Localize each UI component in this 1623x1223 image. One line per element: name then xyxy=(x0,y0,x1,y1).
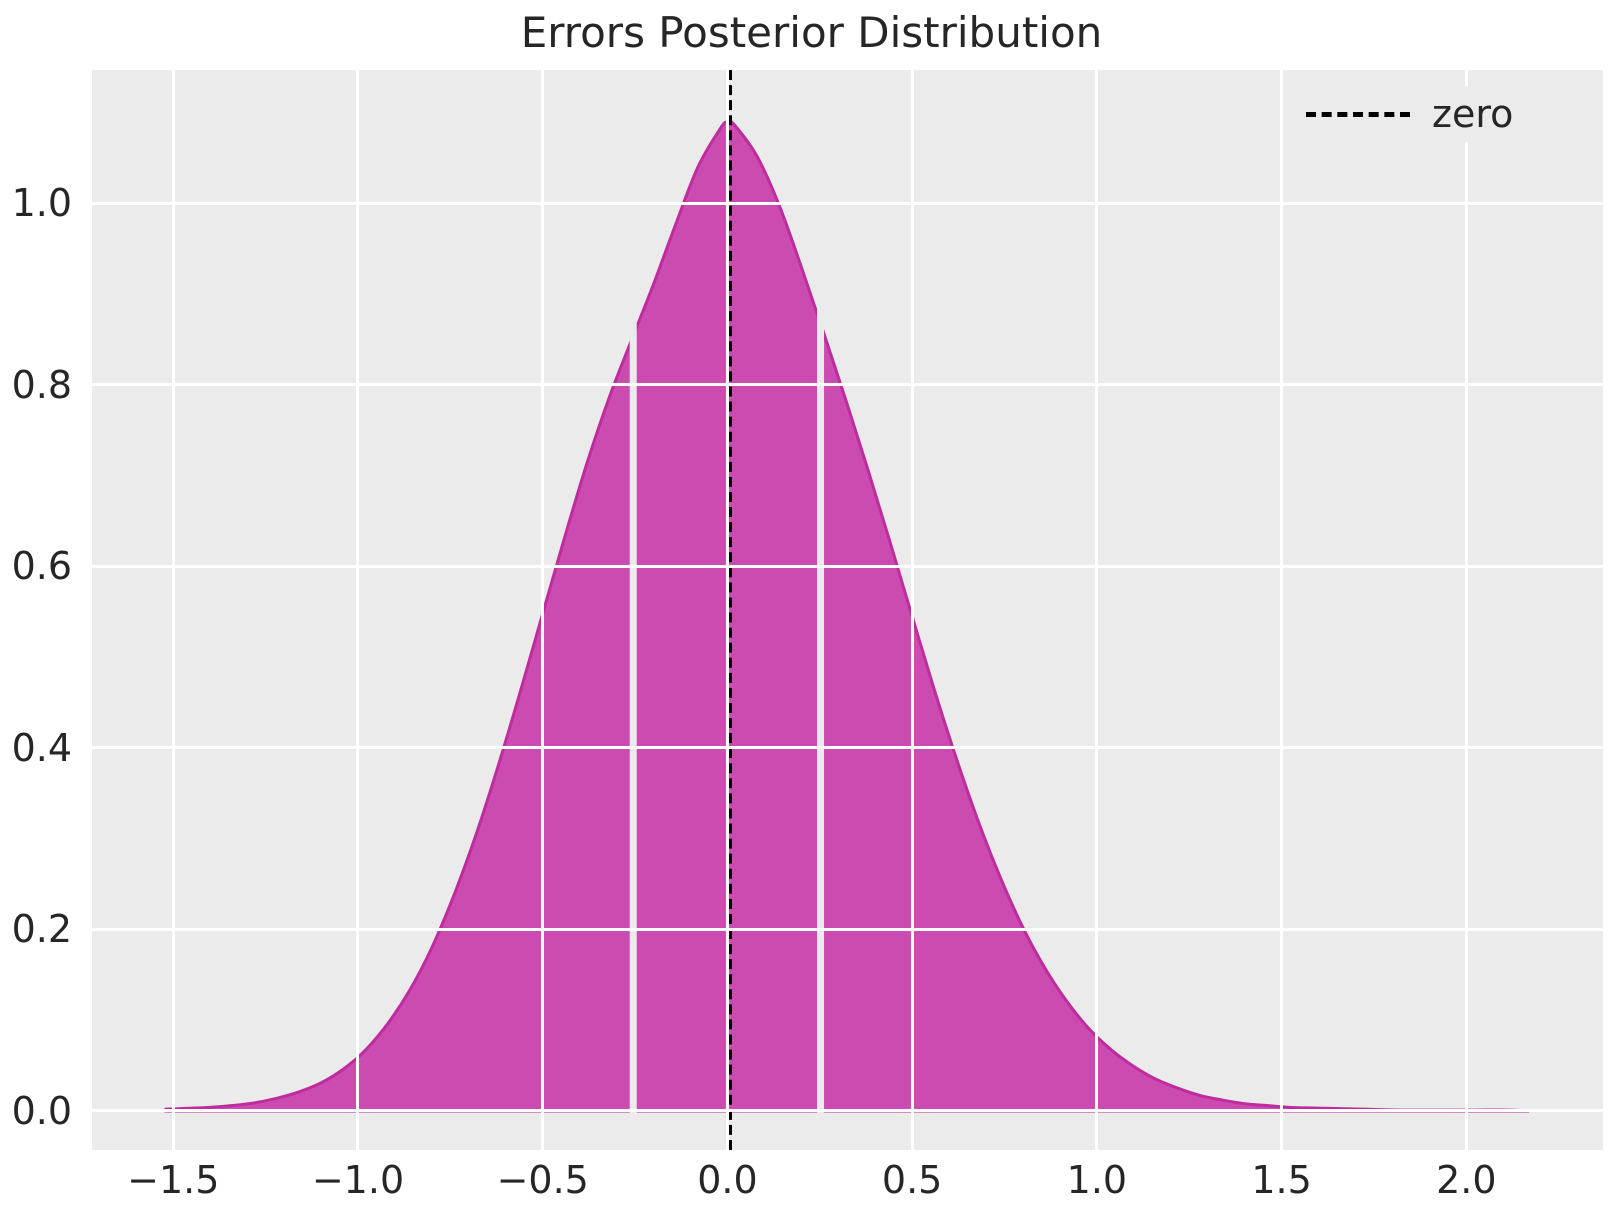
gridline-vertical xyxy=(910,70,914,1150)
gridline-vertical xyxy=(1095,70,1099,1150)
x-tick-label: 0.0 xyxy=(697,1158,758,1202)
y-tick-label: 0.4 xyxy=(11,725,72,770)
zero-reference-line xyxy=(727,70,733,1150)
gridline-horizontal xyxy=(92,383,1603,387)
x-tick-label: 1.5 xyxy=(1251,1158,1312,1202)
x-tick-label: −1.5 xyxy=(127,1158,220,1202)
chart-title: Errors Posterior Distribution xyxy=(520,8,1103,57)
gridline-vertical xyxy=(356,70,360,1150)
y-tick-label: 0.0 xyxy=(11,1088,72,1133)
y-tick-label: 1.0 xyxy=(11,181,72,226)
y-tick-label: 0.6 xyxy=(11,544,72,589)
gridline-horizontal xyxy=(92,927,1603,931)
plot-area xyxy=(92,70,1603,1150)
chart-legend: zero xyxy=(1296,86,1528,142)
gridline-horizontal xyxy=(92,1109,1603,1113)
density-fill-path xyxy=(164,119,1530,1113)
gridline-horizontal xyxy=(92,746,1603,750)
gridline-vertical xyxy=(725,70,729,1150)
interval-gap-left xyxy=(629,70,637,1150)
x-tick-label: 0.5 xyxy=(881,1158,943,1202)
x-tick-label: −0.5 xyxy=(496,1158,589,1202)
y-tick-label: 0.2 xyxy=(11,907,72,952)
x-tick-label: 1.0 xyxy=(1066,1158,1128,1202)
legend-label-zero: zero xyxy=(1432,92,1514,136)
gridline-horizontal xyxy=(92,564,1603,568)
gridline-vertical xyxy=(541,70,545,1150)
x-tick-label: −1.0 xyxy=(311,1158,405,1202)
gridline-vertical xyxy=(1464,70,1468,1150)
legend-dashed-line-icon xyxy=(1306,111,1410,117)
interval-gap-right xyxy=(817,70,825,1150)
gridline-vertical xyxy=(1280,70,1284,1150)
gridline-horizontal xyxy=(92,201,1603,205)
y-tick-label: 0.8 xyxy=(11,362,72,407)
x-tick-label: 2.0 xyxy=(1436,1158,1497,1202)
density-area-plot xyxy=(164,70,1530,1150)
gridline-vertical xyxy=(171,70,175,1150)
